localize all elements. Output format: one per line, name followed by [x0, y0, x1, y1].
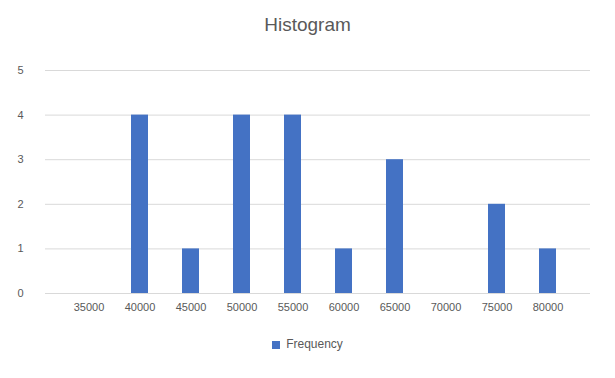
html-text:Histogram: Histogram — [264, 14, 351, 35]
html-text:Frequency: Frequency — [286, 337, 343, 351]
svg-text:45000: 45000 — [176, 301, 207, 313]
svg-text:70000: 70000 — [431, 301, 462, 313]
svg-text:3: 3 — [17, 153, 23, 165]
svg-text:1: 1 — [17, 242, 23, 254]
svg-text:65000: 65000 — [380, 301, 411, 313]
svg-text:80000: 80000 — [533, 301, 564, 313]
svg-text:60000: 60000 — [329, 301, 360, 313]
svg-text:55000: 55000 — [278, 301, 309, 313]
svg-text:5: 5 — [17, 64, 23, 76]
svg-text:75000: 75000 — [482, 301, 513, 313]
svg-text:50000: 50000 — [227, 301, 258, 313]
svg-text:2: 2 — [17, 198, 23, 210]
svg-text:35000: 35000 — [74, 301, 105, 313]
svg-text:40000: 40000 — [125, 301, 156, 313]
svg-text:4: 4 — [17, 109, 23, 121]
svg-text:0: 0 — [17, 287, 23, 299]
